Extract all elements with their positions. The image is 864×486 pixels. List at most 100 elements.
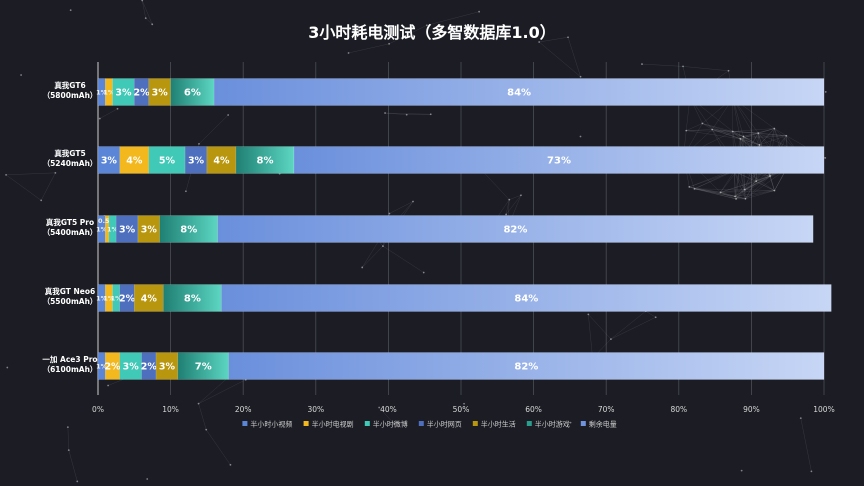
chart-title: 3小时耗电测试（多智数据库1.0）: [308, 23, 555, 42]
network-node: [654, 316, 657, 319]
network-line: [610, 310, 646, 340]
category-label: 真我GT5 Pro: [46, 217, 94, 227]
data-label: 4%: [126, 155, 143, 166]
network-node: [755, 180, 758, 183]
bar-segment: [221, 284, 832, 312]
data-label: 8%: [184, 294, 201, 305]
network-node: [719, 191, 722, 194]
network-line: [720, 192, 737, 200]
network-line: [683, 66, 729, 72]
network-line: [389, 201, 414, 214]
network-line: [567, 37, 581, 77]
network-line: [689, 186, 736, 197]
x-tick-label: 20%: [235, 405, 252, 414]
network-line: [694, 188, 746, 200]
network-line: [774, 128, 787, 136]
data-label: 2%: [119, 293, 136, 304]
network-line: [732, 131, 744, 137]
network-node: [740, 469, 743, 472]
x-tick-label: 50%: [453, 405, 470, 414]
network-line: [205, 429, 231, 465]
network-line: [712, 129, 741, 140]
data-label: 1%: [96, 225, 108, 233]
data-label: 1%: [107, 225, 119, 233]
category-label: 真我GT6: [54, 80, 85, 90]
network-line: [694, 188, 745, 190]
network-node: [388, 212, 391, 215]
network-line: [744, 181, 757, 190]
category-label: 真我GT Neo6: [45, 286, 96, 296]
network-node: [727, 69, 730, 72]
network-line: [734, 190, 775, 197]
network-node: [579, 75, 582, 78]
data-label: 84%: [514, 294, 538, 305]
network-line: [733, 171, 737, 199]
network-line: [745, 175, 771, 200]
network-line: [702, 123, 741, 140]
network-line: [743, 128, 775, 137]
network-node: [773, 189, 776, 192]
network-node: [610, 338, 612, 340]
network-line: [735, 175, 771, 200]
legend-label: 半小时生活: [481, 420, 516, 429]
network-line: [759, 128, 775, 146]
network-line: [702, 123, 733, 132]
data-label: 1%: [96, 362, 108, 370]
network-line: [720, 192, 736, 197]
network-node: [146, 478, 149, 480]
network-line: [800, 418, 812, 472]
network-line: [740, 135, 787, 140]
data-label: 3%: [119, 224, 136, 235]
network-line: [744, 175, 771, 190]
data-label: 3%: [101, 155, 118, 166]
network-line: [67, 427, 70, 451]
legend: 半小时小视频 半小时电视剧 半小时微博 半小时网页 半小时生活 半小时游戏 剩余电量: [242, 420, 617, 429]
network-line: [712, 129, 733, 132]
data-label: 1%: [103, 294, 115, 302]
network-line: [686, 130, 741, 140]
network-node: [685, 129, 688, 132]
network-node: [569, 421, 572, 424]
network-line: [732, 98, 760, 145]
bar-segment: [228, 352, 825, 380]
network-line: [505, 195, 522, 215]
network-line: [689, 186, 737, 200]
network-node: [405, 113, 408, 116]
network-line: [538, 41, 581, 77]
network-line: [732, 131, 741, 140]
network-node: [361, 266, 364, 269]
data-label: 2%: [104, 361, 121, 372]
network-node: [66, 426, 69, 429]
network-line: [348, 43, 390, 54]
network-node: [735, 198, 737, 200]
network-line: [745, 169, 787, 200]
network-line: [759, 135, 787, 146]
data-label: 2%: [133, 87, 150, 98]
legend-label: 半小时微博: [373, 420, 408, 429]
network-line: [732, 131, 787, 136]
network-node: [734, 195, 736, 198]
network-line: [40, 172, 56, 201]
network-node: [384, 112, 386, 114]
x-tick-label: 90%: [743, 405, 760, 414]
network-line: [743, 135, 787, 137]
network-line: [389, 25, 427, 45]
x-tick-label: 70%: [598, 405, 615, 414]
network-line: [588, 314, 612, 340]
legend-swatch: [303, 421, 309, 426]
data-label: 1%: [96, 294, 108, 302]
data-label: 0.5%: [98, 217, 117, 225]
network-line: [720, 181, 757, 193]
bars: 1%1% 3% 2% 3% 6% 84%3% 4% 5% 3% 4% 8% 73%1%0.5%1% 3%…: [96, 78, 832, 380]
network-node: [508, 198, 511, 201]
legend-swatch: [364, 421, 370, 426]
network-line: [732, 128, 775, 132]
network-line: [769, 175, 775, 191]
network-line: [745, 190, 775, 200]
network-line: [720, 190, 775, 193]
network-node: [810, 470, 813, 473]
network-node: [641, 63, 643, 65]
category-labels: 真我GT6（5800mAh） 真我GT5（5240mAh） 真我GT5 Pro（54…: [42, 80, 97, 374]
network-node: [76, 480, 79, 483]
category-label: （5500mAh）: [43, 296, 98, 306]
